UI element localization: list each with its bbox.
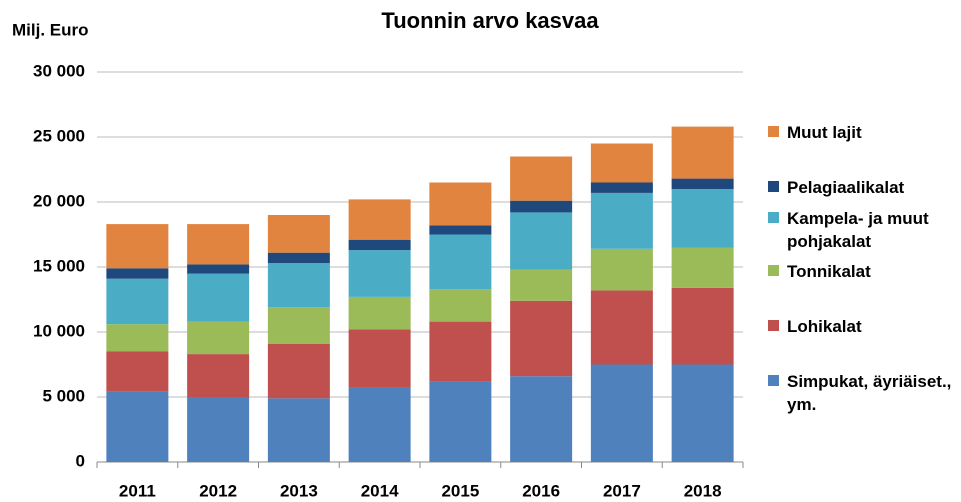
bar-segment	[590, 192, 653, 249]
y-tick-label: 10 000	[33, 321, 85, 340]
bar-segment	[348, 250, 411, 297]
bar-segment	[429, 182, 492, 226]
bar-segment	[590, 364, 653, 462]
x-tick-label: 2011	[119, 481, 156, 500]
legend-label: Simpukat, äyriäiset., ym.	[787, 372, 952, 414]
x-tick-label: 2018	[684, 481, 722, 500]
x-tick-label: 2015	[441, 481, 479, 500]
legend-item: Tonnikalat	[768, 260, 958, 283]
bar-segment	[510, 300, 573, 377]
bar-segment	[267, 252, 330, 264]
legend-label: Lohikalat	[787, 317, 862, 336]
y-tick-label: 0	[76, 451, 85, 470]
bar-segment	[348, 296, 411, 330]
y-tick-label: 30 000	[33, 61, 85, 80]
bar-segment	[510, 156, 573, 201]
bar-segment	[671, 126, 734, 179]
y-axis-label: Milj. Euro	[12, 20, 89, 39]
bar-segment	[106, 391, 169, 462]
legend-swatch	[768, 265, 779, 276]
bar-segment	[106, 278, 169, 325]
bar-segment	[671, 247, 734, 288]
bar-segment	[106, 268, 169, 279]
x-tick-label: 2017	[603, 481, 641, 500]
legend-swatch	[768, 320, 779, 331]
bar-segment	[348, 387, 411, 462]
bar-segment	[187, 264, 250, 274]
x-tick-label: 2016	[522, 481, 560, 500]
bar-segment	[510, 269, 573, 301]
bar-segment	[510, 376, 573, 462]
bar-segment	[187, 224, 250, 265]
bar-segment	[267, 398, 330, 462]
y-tick-label: 5 000	[42, 386, 85, 405]
bar-segment	[510, 200, 573, 213]
legend-item: Lohikalat	[768, 315, 958, 338]
bar-segment	[429, 321, 492, 382]
bar-segment	[187, 354, 250, 397]
x-tick-label: 2012	[199, 481, 237, 500]
bar-segment	[590, 182, 653, 193]
bar-segment	[348, 199, 411, 240]
legend-item: Pelagiaalikalat	[768, 176, 958, 199]
bar-segment	[187, 397, 250, 462]
bar-segment	[671, 189, 734, 248]
bar-segment	[671, 178, 734, 189]
bar-segment	[187, 321, 250, 355]
bar-segment	[429, 234, 492, 290]
legend-swatch	[768, 126, 779, 137]
bar-segment	[671, 287, 734, 365]
legend-swatch	[768, 181, 779, 192]
legend-item: Kampela- ja muut pohjakalat	[768, 207, 958, 253]
bar-segment	[348, 239, 411, 251]
legend-label: Kampela- ja muut pohjakalat	[787, 209, 929, 251]
y-tick-label: 20 000	[33, 191, 85, 210]
legend-item: Simpukat, äyriäiset., ym.	[768, 370, 958, 416]
chart-title: Tuonnin arvo kasvaa	[381, 8, 599, 33]
bar-segment	[267, 307, 330, 344]
legend-label: Pelagiaalikalat	[787, 178, 905, 197]
legend-label: Muut lajit	[787, 123, 862, 142]
y-tick-label: 25 000	[33, 126, 85, 145]
bar-segment	[429, 381, 492, 462]
bar-segment	[671, 364, 734, 462]
legend-item: Muut lajit	[768, 121, 958, 144]
bar-segment	[267, 215, 330, 253]
bar-segment	[106, 324, 169, 352]
bar-segment	[187, 273, 250, 322]
bar-segment	[590, 248, 653, 291]
bar-segment	[106, 224, 169, 269]
legend-swatch	[768, 375, 779, 386]
bar-segment	[590, 143, 653, 183]
bar-segment	[106, 351, 169, 392]
bar-segment	[267, 343, 330, 399]
bar-segment	[429, 289, 492, 322]
bar-segment	[267, 263, 330, 308]
bar-segment	[590, 290, 653, 365]
x-tick-label: 2013	[280, 481, 318, 500]
legend-label: Tonnikalat	[787, 262, 871, 281]
bar-segment	[429, 225, 492, 235]
x-tick-label: 2014	[361, 481, 399, 500]
bar-segment	[348, 329, 411, 388]
y-tick-label: 15 000	[33, 256, 85, 275]
legend-swatch	[768, 212, 779, 223]
bar-segment	[510, 212, 573, 270]
